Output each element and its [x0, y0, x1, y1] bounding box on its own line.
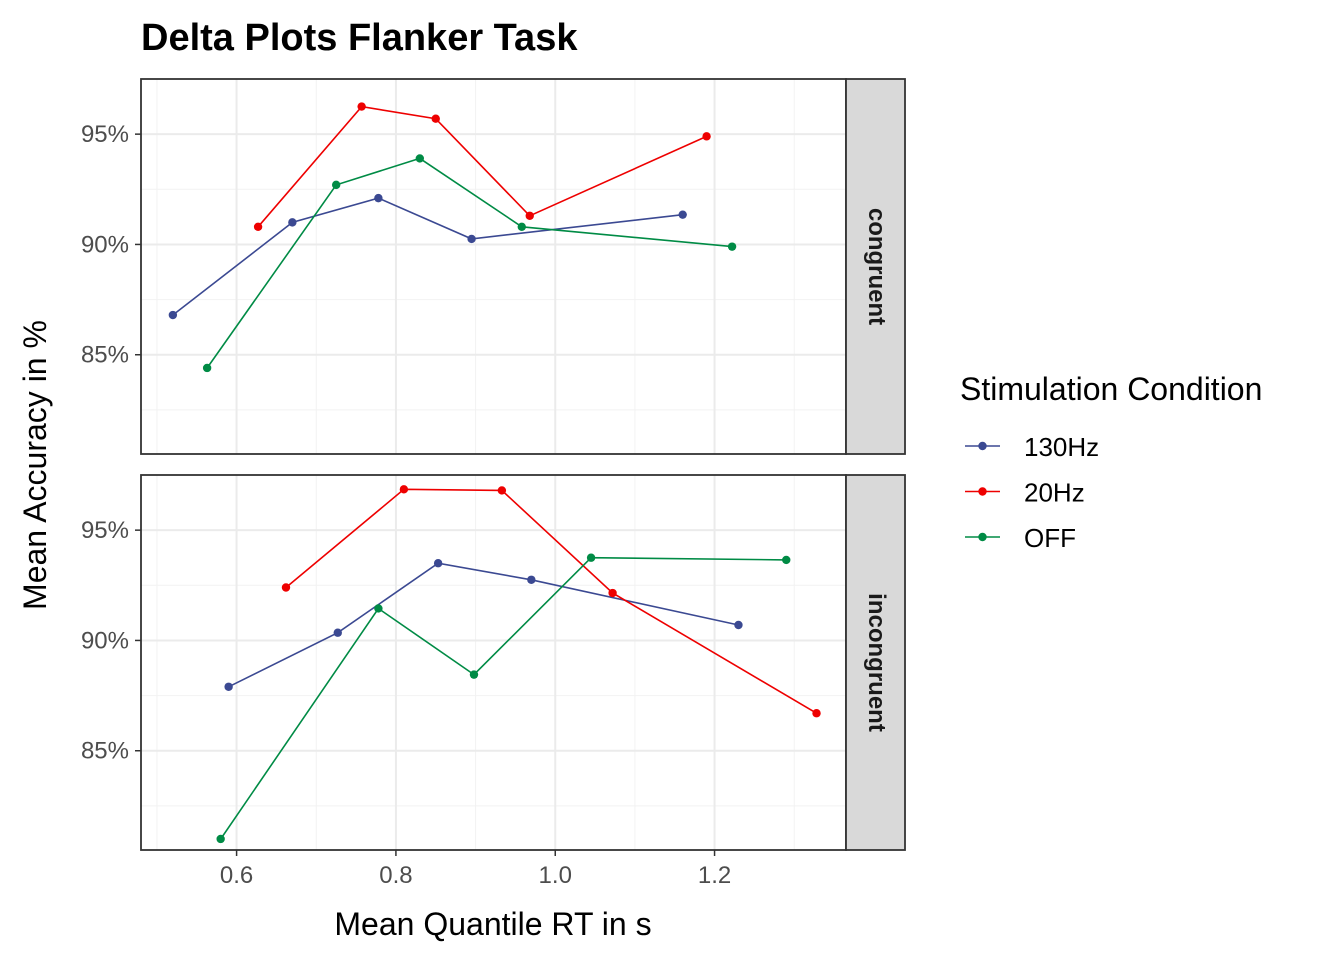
data-point-off — [782, 555, 791, 565]
legend: Stimulation Condition 130Hz 20Hz OFF — [960, 371, 1262, 553]
legend-key-point — [978, 532, 987, 542]
y-tick-label: 90% — [81, 231, 129, 258]
panel-background — [141, 79, 846, 454]
data-point-off — [374, 604, 383, 613]
data-point-130hz — [288, 218, 297, 227]
chart-title: Delta Plots Flanker Task — [141, 17, 578, 59]
facet-panel-incongruent: 85% 90% 95% incongruent — [81, 474, 906, 851]
facet-strip-label: congruent — [863, 208, 890, 325]
data-point-20hz — [431, 114, 440, 123]
panel-background — [141, 475, 846, 850]
y-tick-label: 90% — [81, 627, 129, 654]
legend-title: Stimulation Condition — [960, 371, 1262, 407]
x-tick-label: 1.2 — [698, 862, 731, 889]
x-tick-label: 0.8 — [379, 862, 412, 889]
data-point-off — [216, 834, 225, 844]
y-tick-label: 85% — [81, 738, 129, 765]
data-point-off — [415, 154, 425, 163]
data-point-off — [331, 180, 341, 190]
x-axis-title: Mean Quantile RT in s — [334, 906, 651, 942]
legend-entry-130hz: 130Hz — [965, 432, 1099, 462]
data-point-off — [727, 242, 737, 251]
data-point-20hz — [253, 222, 263, 231]
x-axis: 0.6 0.8 1.0 1.2 — [220, 850, 731, 889]
legend-key-point — [978, 487, 987, 496]
facet-panels: 85% 90% 95% congruent 85% 90% 95% incongruent — [81, 78, 906, 851]
facet-strip — [845, 474, 906, 851]
legend-entry-20hz: 20Hz — [965, 478, 1085, 508]
y-tick-label: 85% — [81, 342, 129, 369]
facet-panel-congruent: 85% 90% 95% congruent — [81, 78, 906, 455]
data-point-130hz — [734, 620, 743, 630]
legend-label: OFF — [1024, 523, 1076, 553]
legend-entry-off: OFF — [965, 523, 1076, 553]
data-point-130hz — [224, 682, 233, 691]
data-point-20hz — [608, 588, 617, 598]
y-tick-label: 95% — [81, 517, 129, 544]
data-point-130hz — [678, 210, 687, 219]
legend-label: 20Hz — [1024, 478, 1085, 508]
data-point-off — [469, 670, 479, 679]
data-point-20hz — [497, 486, 507, 495]
facet-strip — [845, 78, 906, 455]
legend-key-point — [978, 441, 987, 451]
data-point-130hz — [433, 559, 443, 568]
data-point-off — [517, 222, 526, 231]
data-point-20hz — [399, 485, 409, 494]
y-tick-label: 95% — [81, 121, 129, 148]
facet-strip-label: incongruent — [863, 593, 890, 732]
data-point-20hz — [812, 709, 821, 718]
data-point-off — [202, 363, 212, 373]
data-point-20hz — [702, 132, 711, 141]
data-point-20hz — [525, 211, 534, 220]
y-axis-title: Mean Accuracy in % — [17, 320, 53, 610]
legend-label: 130Hz — [1024, 432, 1099, 462]
x-tick-label: 0.6 — [220, 862, 253, 889]
data-point-off — [586, 553, 596, 562]
x-tick-label: 1.0 — [539, 862, 572, 889]
data-point-130hz — [527, 575, 536, 584]
data-point-20hz — [357, 102, 366, 111]
data-point-130hz — [467, 234, 476, 244]
data-point-130hz — [333, 628, 342, 637]
data-point-130hz — [168, 310, 178, 320]
data-point-20hz — [281, 583, 291, 592]
data-point-130hz — [374, 193, 383, 203]
